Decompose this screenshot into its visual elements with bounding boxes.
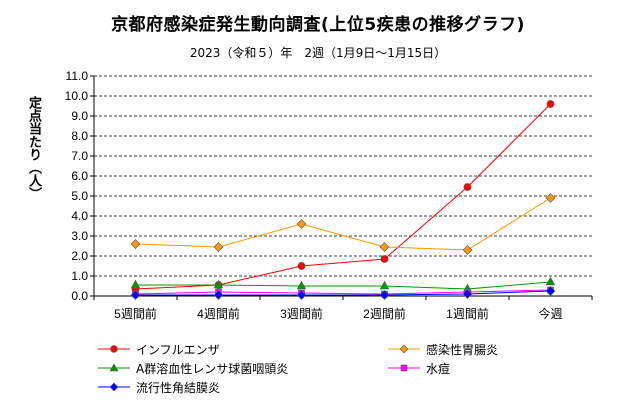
y-tick-label: 6.0 — [71, 169, 88, 183]
legend-item: 水痘 — [386, 359, 450, 377]
series-2-point — [545, 276, 556, 286]
y-tick-label: 2.0 — [71, 249, 88, 263]
series-1-point — [545, 193, 556, 203]
legend-label: 感染性胃腸炎 — [426, 342, 499, 357]
series-0-point — [380, 255, 389, 263]
y-tick-label: 0.0 — [71, 289, 88, 303]
legend-label: A群溶血性レンサ球菌咽頭炎 — [136, 361, 289, 376]
legend-item: 感染性胃腸炎 — [386, 340, 498, 358]
series-0-point — [297, 262, 306, 270]
y-tick-label: 9.0 — [71, 109, 88, 123]
series-1-point — [130, 239, 141, 249]
series-line-2 — [135, 281, 551, 290]
legend-swatch — [388, 364, 420, 372]
y-axis-label: 定点当たり（人） — [26, 96, 41, 200]
series-4-point — [213, 290, 224, 300]
series-4-point — [296, 290, 307, 300]
y-tick-label: 8.0 — [71, 129, 88, 143]
legend-swatch — [388, 344, 420, 354]
series-1-point — [296, 219, 307, 229]
y-tick-label: 7.0 — [71, 149, 88, 163]
series-line-4 — [135, 290, 551, 296]
chart-subtitle: 2023（令和５）年 2週（1月9日～1月15日） — [189, 46, 447, 60]
series-4-point — [379, 290, 390, 300]
series-1-point — [379, 242, 390, 252]
y-tick-label: 1.0 — [71, 269, 88, 283]
series-1-point — [462, 245, 473, 255]
series-0-point — [463, 183, 472, 191]
series-4-point — [130, 290, 141, 300]
line-chart: 0.0 1.0 2.0 3.0 4.0 5.0 6.0 7.0 8.0 9.0 10.0 11.0 5週… — [65, 69, 593, 321]
legend-item: 流行性角結膜炎 — [96, 378, 220, 396]
y-tick-label: 5.0 — [71, 189, 88, 203]
chart-title: 京都府感染症発生動向調査(上位5疾患の推移グラフ) — [111, 15, 525, 35]
x-tick-label: 3週間前 — [280, 306, 323, 321]
y-tick-label: 10.0 — [65, 89, 89, 103]
series-line-1 — [135, 197, 551, 251]
series-4-point — [545, 286, 556, 296]
legend-item: A群溶血性レンサ球菌咽頭炎 — [96, 359, 288, 377]
series-0-point — [546, 100, 555, 108]
y-tick-label: 4.0 — [71, 209, 88, 223]
x-tick-label: 1週間前 — [446, 306, 489, 321]
legend: インフルエンザ 感染性胃腸炎 A群溶血性レンサ球菌咽頭炎 水痘流行性角結膜炎 — [96, 340, 596, 410]
series-2-point — [213, 279, 224, 289]
legend-item: インフルエンザ — [96, 340, 220, 358]
series-1-point — [213, 242, 224, 252]
legend-swatch — [98, 363, 130, 372]
series-2-point — [130, 279, 141, 289]
y-tick-label: 3.0 — [71, 229, 88, 243]
series-2-point — [379, 280, 390, 290]
series-line-3 — [135, 289, 551, 295]
legend-label: インフルエンザ — [136, 342, 220, 357]
legend-label: 流行性角結膜炎 — [136, 380, 221, 395]
series-4-point — [462, 289, 473, 299]
series-line-0 — [135, 103, 551, 290]
x-tick-label: 今週 — [538, 306, 562, 321]
x-tick-label: 4週間前 — [197, 306, 240, 321]
x-tick-label: 5週間前 — [114, 306, 157, 321]
x-tick-label: 2週間前 — [363, 306, 406, 321]
legend-swatch — [98, 382, 130, 392]
legend-label: 水痘 — [426, 361, 451, 376]
legend-swatch — [98, 345, 130, 353]
series-2-point — [296, 280, 307, 290]
y-tick-label: 11.0 — [66, 69, 89, 83]
